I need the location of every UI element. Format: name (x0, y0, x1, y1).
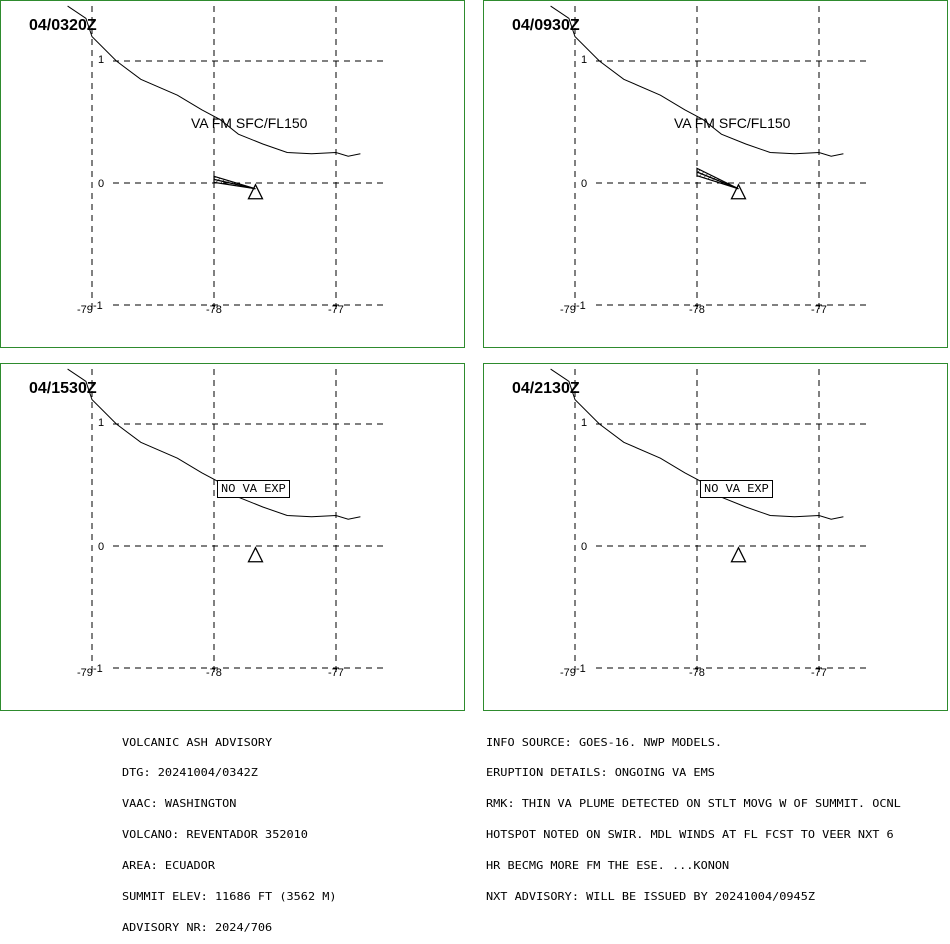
advisory-remarks-3: HR BECMG MORE FM THE ESE. ...KONON (486, 859, 730, 873)
latitude-label: 1 (581, 417, 587, 429)
latitude-label: 0 (98, 541, 104, 553)
advisory-title: VOLCANIC ASH ADVISORY (122, 735, 273, 749)
longitude-label: -78 (206, 304, 222, 316)
ash-height-label: VA FM SFC/FL150 (191, 115, 308, 131)
longitude-label: -78 (689, 304, 705, 316)
latitude-label: 0 (581, 178, 587, 190)
map-canvas: 1 0 -1-79 -78 -77 VA FM SFC/FL150 (550, 5, 867, 316)
map-canvas: 1 0 -1-79 -78 -77 (550, 368, 867, 679)
map-panel-1: 1 0 -1 -79 -78 -77 VA FM SFC/FL150 04/0320Z (0, 0, 465, 348)
volcano-icon (247, 546, 264, 563)
forecast-time: 04/0930Z (512, 17, 580, 34)
forecast-time: 04/1530Z (29, 380, 97, 397)
advisory-volcano: VOLCANO: REVENTADOR 352010 (122, 828, 308, 842)
longitude-label: -78 (689, 667, 705, 679)
map-canvas: 1 0 -1-79 -78 -77 (67, 368, 384, 679)
advisory-info-source: INFO SOURCE: GOES-16. NWP MODELS. (486, 735, 723, 749)
map-panel-3: 1 0 -1 -79 -78 -77 04/1530Z NO VA EXP (0, 363, 465, 711)
longitude-label: -78 (206, 667, 222, 679)
advisory-vaac: VAAC: WASHINGTON (122, 797, 237, 811)
coastline (67, 5, 361, 157)
advisory-number: ADVISORY NR: 2024/706 (122, 920, 273, 934)
advisory-area: AREA: ECUADOR (122, 859, 215, 873)
advisory-dtg: DTG: 20241004/0342Z (122, 766, 258, 780)
advisory-remarks-1: RMK: THIN VA PLUME DETECTED ON STLT MOVG… (486, 797, 901, 811)
latitude-label: 0 (98, 178, 104, 190)
no-va-expected-label: NO VA EXP (217, 480, 290, 498)
longitude-label: -77 (811, 667, 827, 679)
advisory-header-block: VOLCANIC ASH ADVISORY DTG: 20241004/0342… (122, 717, 337, 944)
latitude-label: -1 (93, 663, 103, 675)
ash-height-label: VA FM SFC/FL150 (674, 115, 791, 131)
longitude-label: -77 (328, 667, 344, 679)
map-canvas: 1 0 -1-79 -78 -77 VA FM SFC/FL150 (67, 5, 384, 316)
volcano-icon (730, 183, 747, 200)
longitude-label: -79 (560, 667, 576, 679)
longitude-label: -79 (77, 304, 93, 316)
map-panel-2: 1 0 -1 -79 -78 -77 VA FM SFC/FL150 04/0930Z (483, 0, 948, 348)
advisory-eruption-details: ERUPTION DETAILS: ONGOING VA EMS (486, 766, 715, 780)
latitude-label: -1 (576, 663, 586, 675)
longitude-label: -79 (77, 667, 93, 679)
latitude-label: -1 (93, 300, 103, 312)
no-va-expected-label: NO VA EXP (700, 480, 773, 498)
ash-plume-area (696, 167, 739, 190)
advisory-summit-elev: SUMMIT ELEV: 11686 FT (3562 M) (122, 890, 337, 904)
plume-arrow (696, 171, 739, 190)
latitude-label: -1 (576, 300, 586, 312)
volcano-icon (247, 183, 264, 200)
forecast-time: 04/2130Z (512, 380, 580, 397)
advisory-next: NXT ADVISORY: WILL BE ISSUED BY 20241004… (486, 890, 816, 904)
longitude-label: -77 (811, 304, 827, 316)
latitude-label: 1 (98, 54, 104, 66)
latitude-label: 1 (581, 54, 587, 66)
coastline (550, 5, 844, 157)
longitude-label: -77 (328, 304, 344, 316)
volcano-icon (730, 546, 747, 563)
advisory-remarks-2: HOTSPOT NOTED ON SWIR. MDL WINDS AT FL F… (486, 828, 894, 842)
latitude-label: 1 (98, 417, 104, 429)
plume-arrow (213, 178, 256, 190)
latitude-label: 0 (581, 541, 587, 553)
longitude-label: -79 (560, 304, 576, 316)
map-panel-4: 1 0 -1 -79 -78 -77 04/2130Z NO VA EXP (483, 363, 948, 711)
forecast-time: 04/0320Z (29, 17, 97, 34)
advisory-details-block: INFO SOURCE: GOES-16. NWP MODELS. ERUPTI… (486, 717, 901, 913)
